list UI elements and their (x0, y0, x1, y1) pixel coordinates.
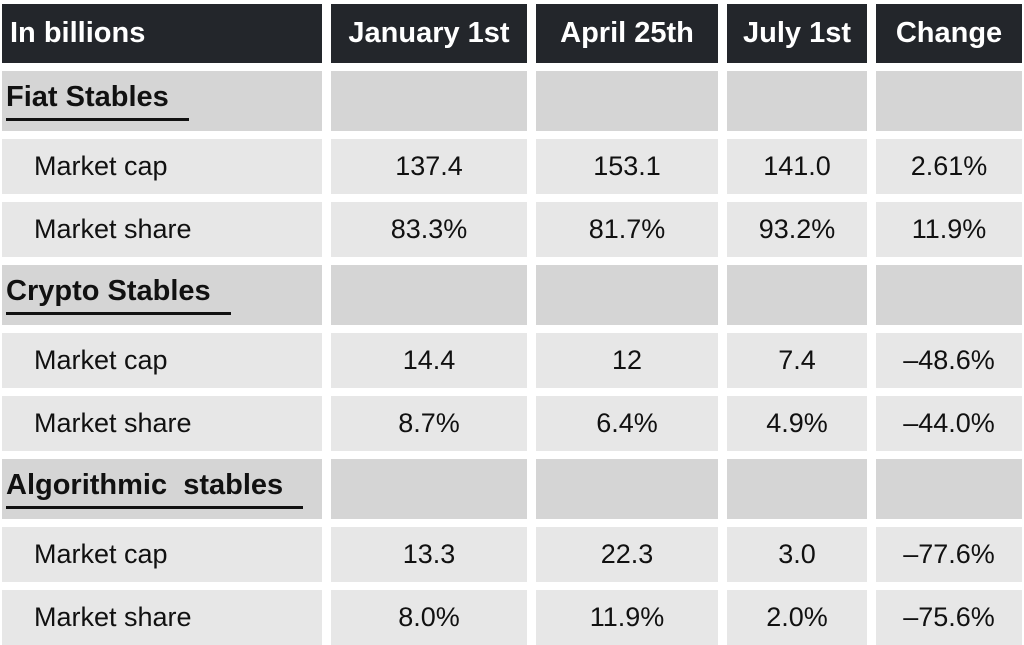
row-label-market-share: Market share (2, 202, 322, 257)
section-title-label: Algorithmic stables (6, 469, 304, 509)
value-cell: 8.7% (331, 396, 527, 451)
row-label-market-cap: Market cap (2, 139, 322, 194)
section-empty-cell (876, 265, 1022, 325)
section-empty-cell (331, 459, 527, 519)
section-empty-cell (876, 71, 1022, 131)
value-cell: 153.1 (536, 139, 718, 194)
row-label-market-cap: Market cap (2, 333, 322, 388)
header-cell-july-1st: July 1st (727, 4, 867, 63)
header-cell-january-1st: January 1st (331, 4, 527, 63)
value-cell: 2.61% (876, 139, 1022, 194)
value-cell: 8.0% (331, 590, 527, 645)
section-empty-cell (727, 71, 867, 131)
value-cell: 93.2% (727, 202, 867, 257)
value-cell: 83.3% (331, 202, 527, 257)
value-cell: 14.4 (331, 333, 527, 388)
value-cell: 13.3 (331, 527, 527, 582)
header-cell-in-billions: In billions (2, 4, 322, 63)
value-cell: 4.9% (727, 396, 867, 451)
value-cell: –44.0% (876, 396, 1022, 451)
value-cell: 141.0 (727, 139, 867, 194)
row-label-market-share: Market share (2, 396, 322, 451)
value-cell: 11.9% (876, 202, 1022, 257)
section-empty-cell (536, 71, 718, 131)
value-cell: 11.9% (536, 590, 718, 645)
header-cell-april-25th: April 25th (536, 4, 718, 63)
value-cell: 81.7% (536, 202, 718, 257)
header-cell-change: Change (876, 4, 1022, 63)
section-empty-cell (876, 459, 1022, 519)
section-title-fiat-stables: Fiat Stables (2, 71, 322, 131)
section-empty-cell (536, 265, 718, 325)
value-cell: –75.6% (876, 590, 1022, 645)
section-empty-cell (331, 265, 527, 325)
value-cell: 2.0% (727, 590, 867, 645)
value-cell: 12 (536, 333, 718, 388)
value-cell: 7.4 (727, 333, 867, 388)
value-cell: –77.6% (876, 527, 1022, 582)
section-title-label: Fiat Stables (6, 81, 189, 121)
value-cell: 3.0 (727, 527, 867, 582)
row-label-market-cap: Market cap (2, 527, 322, 582)
section-empty-cell (727, 265, 867, 325)
section-empty-cell (536, 459, 718, 519)
row-label-market-share: Market share (2, 590, 322, 645)
section-empty-cell (331, 71, 527, 131)
value-cell: –48.6% (876, 333, 1022, 388)
section-title-label: Crypto Stables (6, 275, 231, 315)
value-cell: 22.3 (536, 527, 718, 582)
value-cell: 137.4 (331, 139, 527, 194)
section-empty-cell (727, 459, 867, 519)
value-cell: 6.4% (536, 396, 718, 451)
section-title-algorithmic-stables: Algorithmic stables (2, 459, 322, 519)
section-title-crypto-stables: Crypto Stables (2, 265, 322, 325)
